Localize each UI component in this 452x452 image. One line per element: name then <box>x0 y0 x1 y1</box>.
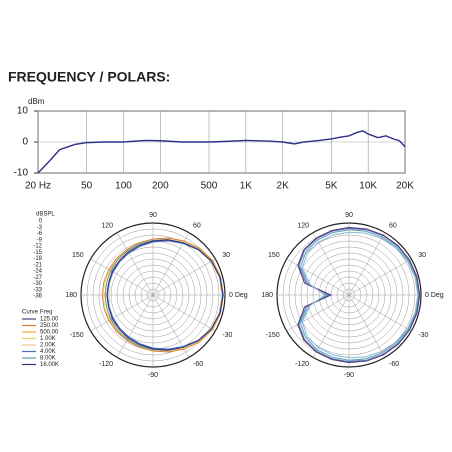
angle-label: 60 <box>389 223 397 230</box>
angle-label: 150 <box>72 252 84 259</box>
y-tick-label: 0 <box>22 137 28 148</box>
spoke <box>348 294 386 358</box>
angle-label: 30 <box>222 252 230 259</box>
r-tick-label: -15 <box>33 250 42 256</box>
x-tick-label: 200 <box>152 181 169 192</box>
angle-label: 0 Deg <box>425 292 444 299</box>
legend-label: 250.00 <box>40 323 59 329</box>
angle-label: -30 <box>418 332 428 339</box>
spoke <box>286 294 350 332</box>
polar-curve <box>301 231 419 359</box>
legend-label: 500.00 <box>40 330 59 336</box>
spoke <box>286 258 350 296</box>
angle-label: 0 Deg <box>229 292 248 299</box>
spoke <box>348 258 412 296</box>
polar-curve <box>299 229 420 361</box>
angle-label: 120 <box>297 223 309 230</box>
angle-label: 30 <box>418 252 426 259</box>
polar-curve <box>106 239 224 351</box>
angle-label: -120 <box>295 361 309 368</box>
r-tick-label: -27 <box>33 275 42 281</box>
r-tick-label: -9 <box>37 237 43 243</box>
x-tick-label: 2K <box>277 181 290 192</box>
r-axis-label: dBSPL <box>36 212 55 218</box>
r-tick-label: -12 <box>33 244 42 250</box>
spoke <box>116 294 154 358</box>
polar-curve <box>298 227 420 363</box>
angle-label: 180 <box>261 292 273 299</box>
x-tick-label: 100 <box>115 181 132 192</box>
legend-label: 2.00K <box>40 343 56 349</box>
polar-curve <box>297 226 421 364</box>
r-tick-label: -21 <box>33 262 42 268</box>
legend-label: 125.00 <box>40 317 59 323</box>
angle-label: -120 <box>99 361 113 368</box>
r-tick-label: -3 <box>37 225 43 231</box>
r-tick-label: -36 <box>33 294 42 300</box>
x-tick-label: 50 <box>81 181 93 192</box>
spoke <box>152 258 216 296</box>
legend-label: 16.00K <box>40 362 59 368</box>
legend-header: Freq <box>40 310 52 316</box>
legend-label: 1.00K <box>40 336 56 342</box>
spoke <box>152 294 216 332</box>
angle-label: 120 <box>101 223 113 230</box>
spoke <box>348 294 412 332</box>
angle-label: -90 <box>344 372 354 379</box>
x-tick-label: 20 Hz <box>25 181 51 192</box>
angle-label: 60 <box>193 223 201 230</box>
spoke <box>312 232 350 296</box>
angle-label: 90 <box>345 212 353 219</box>
angle-label: 90 <box>149 212 157 219</box>
angle-label: -60 <box>389 361 399 368</box>
x-tick-label: 10K <box>359 181 377 192</box>
angle-label: -150 <box>266 332 280 339</box>
angle-label: 150 <box>268 252 280 259</box>
spoke <box>90 258 154 296</box>
x-tick-label: 20K <box>396 181 414 192</box>
response-line <box>37 130 406 174</box>
y-axis-label: dBm <box>28 97 45 106</box>
polar-curve <box>101 237 224 353</box>
angle-label: -150 <box>70 332 84 339</box>
y-tick-label: 10 <box>17 106 29 117</box>
x-tick-label: 5K <box>325 181 338 192</box>
angle-label: 180 <box>65 292 77 299</box>
legend-header: Curve <box>22 310 39 316</box>
r-tick-label: -6 <box>37 231 43 237</box>
r-tick-label: -18 <box>33 256 42 262</box>
r-tick-label: -30 <box>33 281 42 287</box>
legend-label: 4.00K <box>40 349 56 355</box>
angle-label: -30 <box>222 332 232 339</box>
spoke <box>90 294 154 332</box>
r-tick-label: -24 <box>33 269 42 275</box>
x-tick-label: 500 <box>201 181 218 192</box>
polar-curve <box>102 238 224 352</box>
spoke <box>116 232 154 296</box>
y-tick-label: -10 <box>14 168 29 179</box>
r-tick-label: -33 <box>33 287 42 293</box>
angle-label: -90 <box>148 372 158 379</box>
r-tick-label: 0 <box>39 219 43 225</box>
spoke <box>312 294 350 358</box>
angle-label: -60 <box>193 361 203 368</box>
legend-label: 8.00K <box>40 356 56 362</box>
spoke <box>348 232 386 296</box>
page-title: FREQUENCY / POLARS: <box>8 69 170 85</box>
x-tick-label: 1K <box>240 181 253 192</box>
